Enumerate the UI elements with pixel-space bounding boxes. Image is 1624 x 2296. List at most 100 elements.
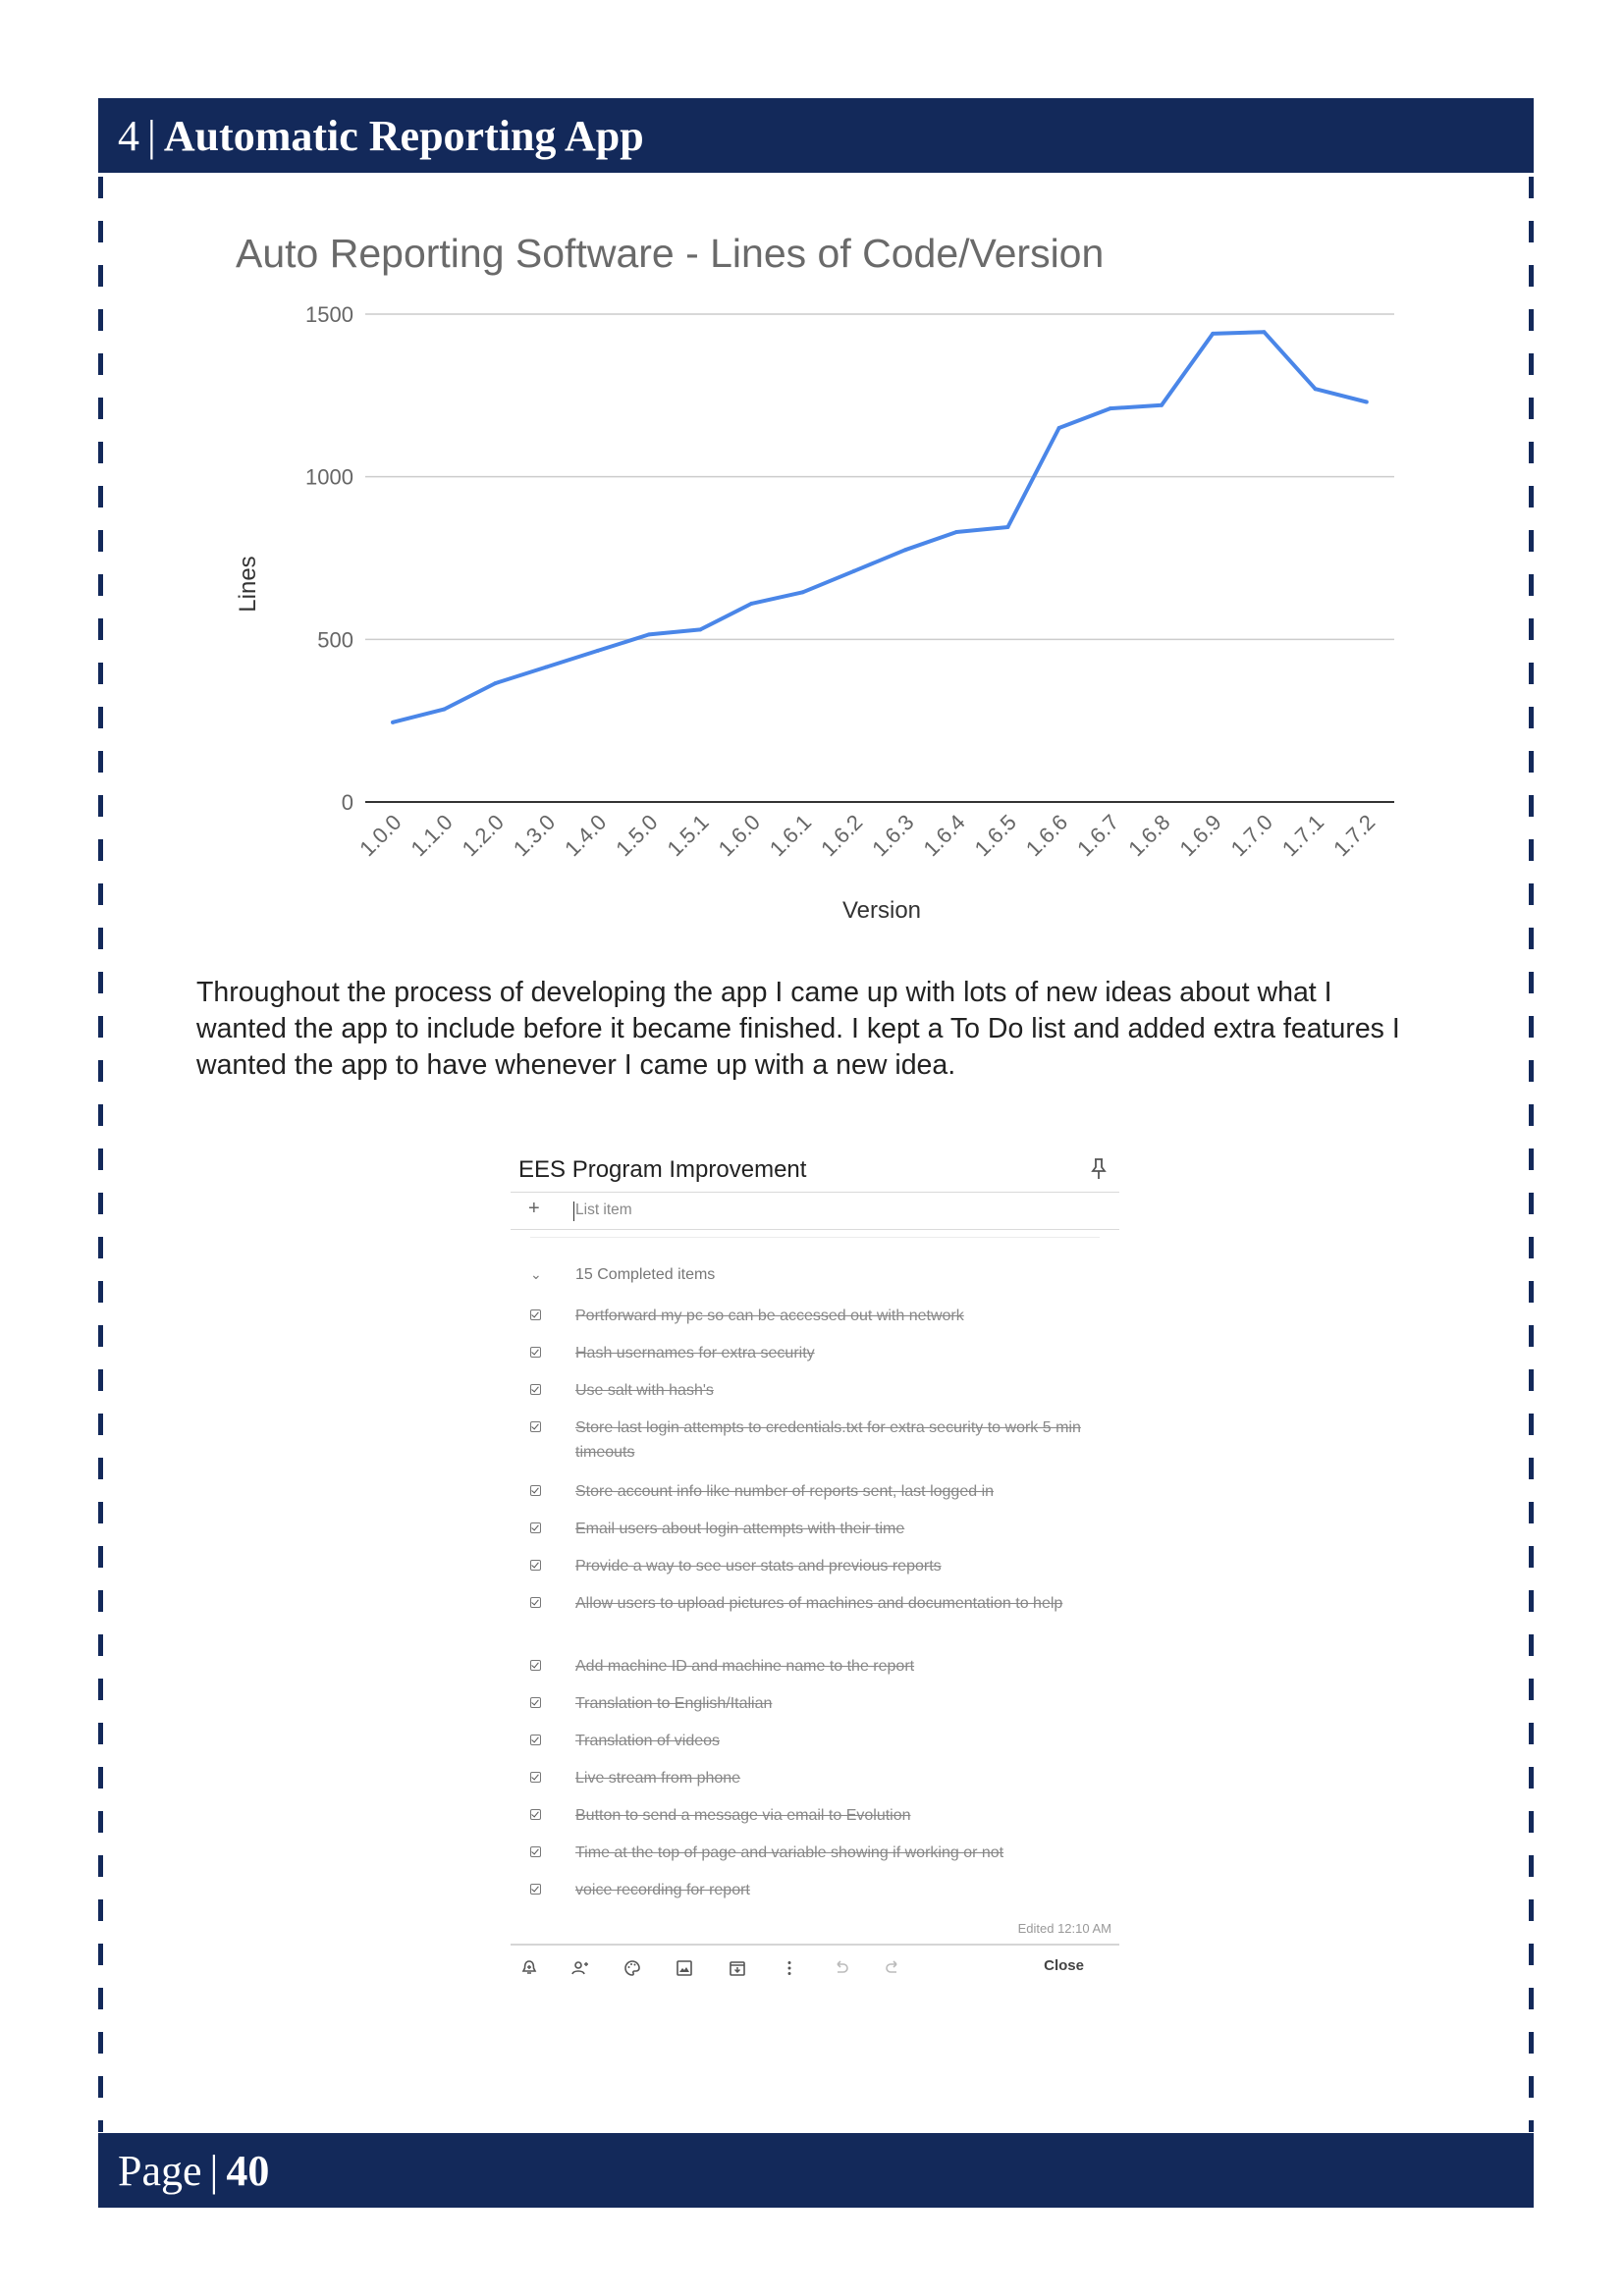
completed-item-text[interactable]: Live stream from phone [575,1770,741,1787]
checked-checkbox[interactable] [530,1809,541,1820]
x-tick-label: 1.7.1 [1277,810,1328,861]
y-tick-label: 500 [317,627,353,652]
completed-item-text[interactable]: Provide a way to see user stats and prev… [575,1558,942,1575]
text-cursor [573,1201,574,1221]
x-tick-labels: 1.0.0 1.1.0 1.2.0 1.3.0 1.4.0 1.5.0 1.5.1 1.6.0… [354,810,1380,861]
plus-icon: + [528,1198,540,1219]
completed-item-text[interactable]: Store account info like number of report… [575,1483,995,1500]
grid-lines [365,313,1394,803]
more-icon[interactable] [781,1959,798,1977]
data-point [1056,425,1061,430]
data-point [800,590,805,595]
archive-icon[interactable] [729,1959,746,1977]
checked-checkbox[interactable] [530,1522,541,1533]
completed-item-text[interactable]: Use salt with hash's [575,1382,714,1399]
right-dashed-border [1529,177,1534,2132]
data-point [1262,330,1267,335]
checked-checkbox[interactable] [530,1421,541,1432]
x-tick-label: 1.4.0 [560,810,611,861]
list-item-input[interactable]: List item [575,1201,632,1218]
data-point [749,601,754,606]
image-icon[interactable] [676,1959,693,1977]
note-title-row: EES Program Improvement [518,1148,1119,1192]
collaborator-icon[interactable] [571,1959,589,1977]
data-point [851,568,856,573]
data-point [1108,406,1112,411]
checked-checkbox[interactable] [530,1735,541,1745]
completed-item-text[interactable]: Allow users to upload pictures of machin… [575,1595,1063,1612]
page-number: 40 [226,2146,270,2195]
completed-item-text[interactable]: Email users about login attempts with th… [575,1521,905,1537]
edited-timestamp: Edited 12:10 AM [1017,1921,1111,1936]
data-point [493,681,498,686]
y-tick-label: 1000 [305,465,353,490]
y-tick-label: 0 [342,790,353,815]
data-point [903,548,907,553]
data-point [1364,400,1369,404]
completed-item-text[interactable]: Hash usernames for extra security [575,1345,815,1362]
close-button[interactable]: Close [1044,1957,1084,1974]
data-point [1211,331,1216,336]
redo-icon[interactable] [884,1959,901,1977]
data-point [647,632,651,637]
x-tick-label: 1.2.0 [458,810,509,861]
palette-icon[interactable] [623,1959,641,1977]
x-tick-label: 1.6.4 [918,810,969,861]
series-line [392,330,1368,724]
x-tick-label: 1.1.0 [406,810,457,861]
page-header: 4 | Automatic Reporting App [98,98,1534,173]
data-point [954,529,959,534]
completed-item-text[interactable]: Add machine ID and machine name to the r… [575,1658,915,1675]
note-title: EES Program Improvement [518,1156,807,1183]
checked-checkbox[interactable] [530,1560,541,1571]
title-divider [511,1192,1119,1193]
x-tick-label: 1.7.2 [1328,810,1380,861]
checked-checkbox[interactable] [530,1384,541,1395]
completed-count-label: 15 Completed items [575,1266,716,1283]
checked-checkbox[interactable] [530,1597,541,1608]
data-point [1313,387,1318,392]
completed-item-text[interactable]: Time at the top of page and variable sho… [575,1844,1004,1861]
data-point [595,648,600,653]
x-tick-label: 1.6.5 [970,810,1021,861]
undo-icon[interactable] [833,1959,850,1977]
completed-item-text[interactable]: Button to send a message via email to Ev… [575,1807,911,1824]
x-tick-label: 1.0.0 [354,810,406,861]
x-tick-label: 1.6.9 [1174,810,1225,861]
add-item-divider [511,1229,1119,1230]
chart-title: Auto Reporting Software - Lines of Code/… [236,231,1104,276]
chapter-number: 4 [118,111,139,160]
chapter-title: Automatic Reporting App [163,111,644,160]
x-tick-label: 1.6.8 [1123,810,1174,861]
todo-note-screenshot: EES Program Improvement + List item ⌄ 15… [511,1148,1119,1993]
completed-item-text[interactable]: Portforward my pc so can be accessed out… [575,1308,964,1324]
checked-checkbox[interactable] [530,1772,541,1783]
x-tick-label: 1.6.1 [765,810,816,861]
checked-checkbox[interactable] [530,1347,541,1358]
checked-checkbox[interactable] [530,1485,541,1496]
checked-checkbox[interactable] [530,1660,541,1671]
checked-checkbox[interactable] [530,1846,541,1857]
footer-separator: | [209,2146,219,2195]
completed-item-text[interactable]: Translation of videos [575,1733,721,1749]
x-tick-label: 1.6.7 [1072,810,1123,861]
completed-item-text[interactable]: Store last login attempts to credentials… [575,1419,1081,1461]
line-chart: Auto Reporting Software - Lines of Code/… [235,231,1394,924]
data-point [698,627,703,632]
y-tick-label: 1500 [305,302,353,327]
checked-checkbox[interactable] [530,1697,541,1708]
completed-item-text[interactable]: voice recording for report [575,1882,750,1898]
completed-item-text[interactable]: Translation to English/Italian [575,1695,773,1712]
pin-icon[interactable] [1090,1156,1108,1182]
data-point [544,665,549,669]
x-tick-label: 1.6.3 [867,810,918,861]
remind-icon[interactable] [520,1959,538,1977]
x-tick-label: 1.5.0 [611,810,662,861]
checked-checkbox[interactable] [530,1884,541,1895]
header-separator: | [147,111,156,160]
x-tick-label: 1.6.6 [1021,810,1072,861]
checked-checkbox[interactable] [530,1309,541,1320]
x-tick-label: 1.7.0 [1226,810,1277,861]
page-footer: Page | 40 [98,2133,1534,2208]
x-tick-label: 1.6.2 [816,810,867,861]
